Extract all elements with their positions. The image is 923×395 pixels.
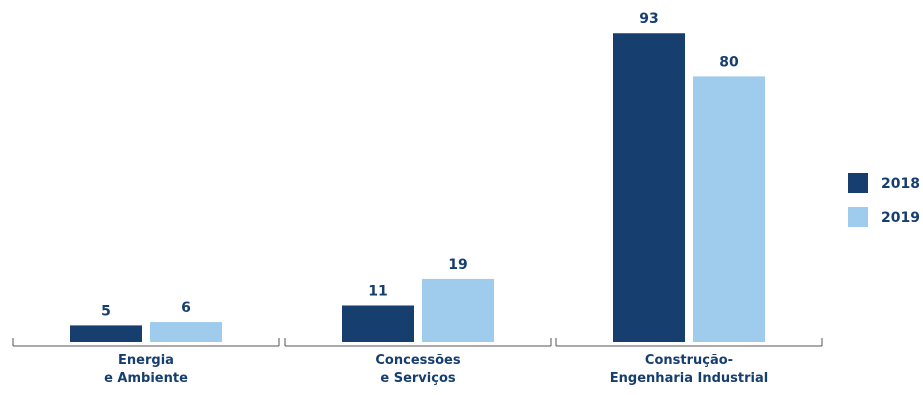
bar [150,322,222,342]
data-label: 80 [719,54,739,70]
axis-group [12,338,823,347]
data-label: 11 [368,283,387,299]
category-label-line: Engenharia Industrial [610,371,768,386]
category-label: Construção- Engenharia Industrial [610,353,768,386]
legend-label: 2019 [881,210,920,226]
category-label: Concessões e Serviços [375,353,460,386]
data-label: 5 [101,303,111,319]
bars-group [70,33,765,343]
bar [693,76,765,343]
bar [70,325,142,342]
legend-swatch [848,207,868,227]
category-label-line: Concessões [375,353,460,368]
category-label-line: Construção- [645,353,733,368]
data-label: 93 [639,11,658,27]
value-labels-group: 5 11 93 6 19 80 [101,11,739,319]
bar [422,278,494,342]
category-label-line: e Ambiente [104,371,188,386]
legend-label: 2018 [881,176,920,192]
category-label-line: Energia [118,353,174,368]
category-label: Energia e Ambiente [104,353,188,386]
data-label: 6 [181,300,191,316]
bar [342,305,414,342]
category-label-line: e Serviços [380,371,456,386]
data-label: 19 [448,257,467,273]
legend-swatch [848,173,868,193]
legend: 2018 2019 [848,173,920,227]
bar [613,33,685,343]
